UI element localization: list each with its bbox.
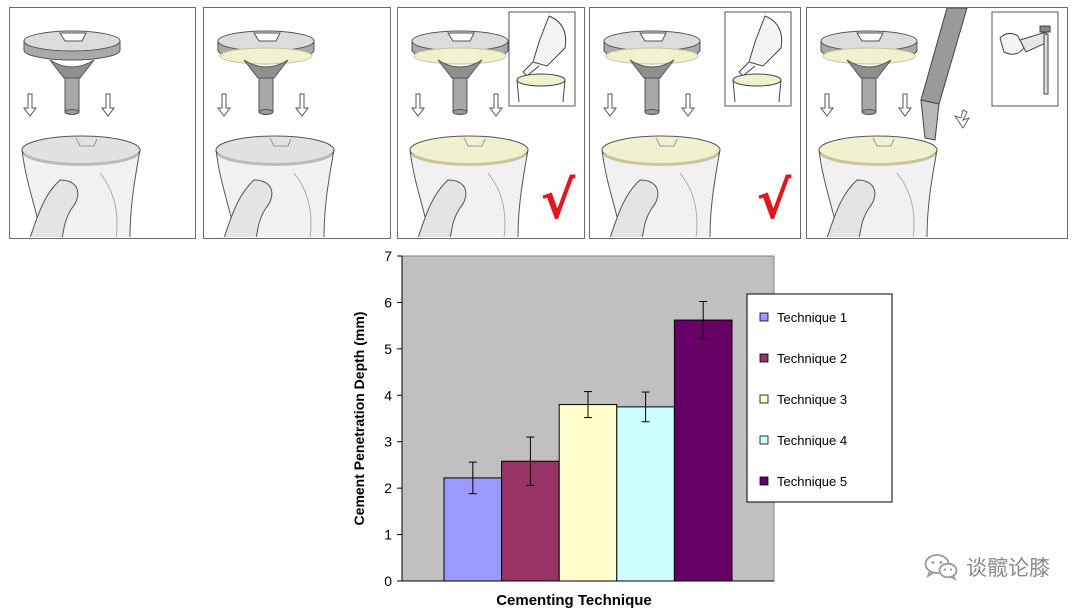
down-arrow-icon (681, 93, 695, 117)
x-axis-label: Cementing Technique (496, 592, 652, 609)
down-arrow-icon (603, 93, 617, 117)
y-tick-label: 2 (384, 480, 392, 496)
y-tick-label: 6 (384, 294, 392, 310)
finger-press-inset-icon (508, 11, 576, 107)
check-mark-icon: √ (541, 171, 576, 231)
legend-label: Technique 1 (777, 310, 847, 325)
technique-panel: √ (397, 7, 585, 239)
down-arrow-icon (23, 93, 37, 117)
legend-label: Technique 2 (777, 351, 847, 366)
watermark-text: 谈髋论膝 (966, 556, 1050, 580)
tibia-bone-icon (409, 135, 529, 237)
legend-swatch (759, 476, 769, 486)
wechat-icon (924, 554, 958, 581)
watermark: 谈髋论膝 (924, 552, 1050, 582)
tibia-bone-icon (21, 135, 141, 237)
legend-box (746, 293, 893, 503)
bar (673, 319, 733, 582)
down-arrow-icon (295, 93, 309, 117)
y-axis-label: Cement Penetration Depth (mm) (351, 312, 367, 526)
keel-icon (846, 59, 892, 115)
keel-icon (49, 59, 95, 115)
tray-cement-layer (219, 47, 313, 65)
bar (558, 404, 618, 582)
legend-swatch (759, 353, 769, 363)
legend-label: Technique 3 (777, 392, 847, 407)
down-arrow-icon (820, 93, 834, 117)
technique-panel (203, 7, 391, 239)
tibial-tray-icon (23, 30, 121, 61)
legend-swatch (759, 394, 769, 404)
cement-penetration-chart: 0 1 2 3 4 5 6 7 Technique 1 Technique 2 Technique … (351, 248, 893, 609)
tray-cement-layer (822, 47, 916, 65)
y-tick-label: 3 (384, 434, 392, 450)
tibia-bone-icon (601, 135, 721, 237)
y-tick-label: 1 (384, 527, 392, 543)
bar (616, 406, 675, 582)
technique-panel: √ (589, 7, 801, 239)
tray-cement-layer (605, 47, 699, 65)
down-arrow-icon (898, 93, 912, 117)
tray-cement-layer (413, 47, 507, 65)
legend-swatch (759, 312, 769, 322)
y-tick-label: 0 (384, 573, 392, 589)
cement-nozzle-icon (920, 8, 971, 141)
keel-icon (437, 59, 483, 115)
legend-label: Technique 5 (777, 474, 847, 489)
y-tick-label: 4 (384, 387, 392, 403)
cement-gun-inset-icon (991, 11, 1059, 107)
legend-swatch (759, 435, 769, 445)
check-mark-icon: √ (757, 171, 792, 231)
keel-icon (243, 59, 289, 115)
down-arrow-icon (217, 93, 231, 117)
keel-icon (629, 59, 675, 115)
y-tick-label: 5 (384, 341, 392, 357)
down-arrow-icon (101, 93, 115, 117)
tibia-bone-icon (818, 135, 938, 237)
down-arrow-icon (411, 93, 425, 117)
legend-label: Technique 4 (777, 433, 847, 448)
technique-panel (9, 7, 196, 239)
finger-press-inset-icon (724, 11, 792, 107)
technique-panel (806, 7, 1068, 239)
y-tick-label: 7 (384, 248, 392, 264)
tibia-bone-icon (215, 135, 335, 237)
down-arrow-icon (489, 93, 503, 117)
